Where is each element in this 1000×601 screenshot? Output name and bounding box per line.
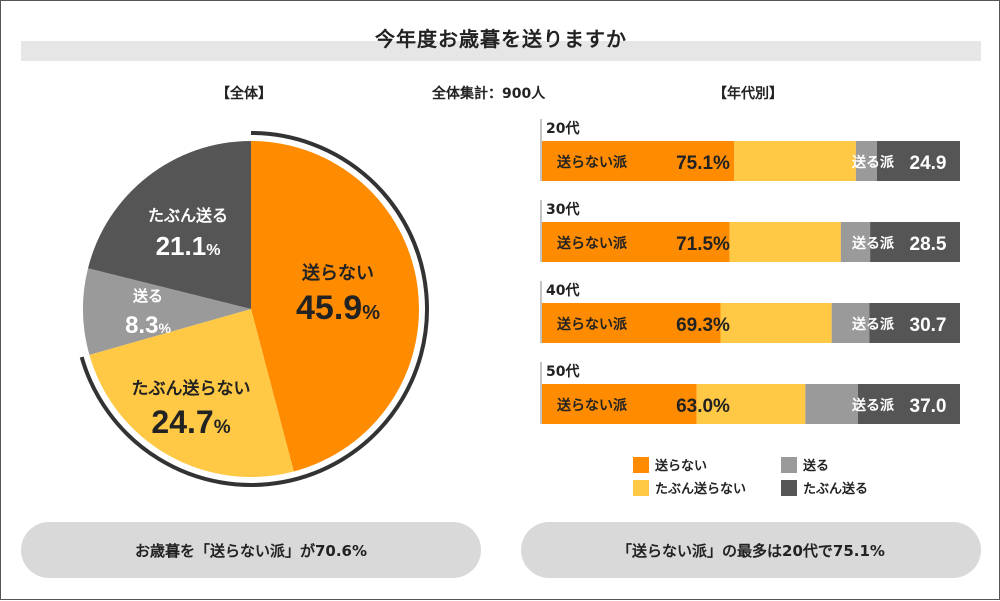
bar-segment-送らない — [542, 141, 735, 181]
pie-label-okuru: 送る — [132, 287, 163, 305]
bar-segment-送る — [805, 384, 859, 424]
legend-swatch-orange — [633, 456, 649, 473]
pie-value-tabun_okuru: 21.1% — [156, 231, 221, 261]
bar-segment-送る — [840, 222, 871, 262]
okuranai-ha-emphasis-arc — [79, 131, 429, 487]
pie-label-tabun_okuranai: たぶん送らない — [132, 378, 251, 399]
legend-label: 送る — [803, 459, 830, 474]
overall-header: 【全体】 — [216, 86, 272, 102]
okuranai-ha-value: 71.5% — [676, 234, 730, 255]
bar-segment-たぶん送る — [858, 384, 960, 424]
pie-label-okuranai: 送らない — [301, 262, 374, 284]
total-count-header: 全体集計：900人 — [432, 86, 546, 102]
legend-label: 送らない — [655, 459, 708, 474]
okuru-ha-label: 送る派 — [851, 235, 895, 252]
okuru-ha-value: 30.7 — [910, 315, 947, 336]
pie-value-okuru: 8.3% — [125, 312, 171, 339]
bar-segment-たぶん送らない — [720, 303, 832, 343]
okuru-ha-label: 送る派 — [851, 397, 895, 414]
bar-segment-たぶん送らない — [734, 141, 856, 181]
bar-segment-たぶん送らない — [729, 222, 841, 262]
legend-item-tabun-okuru: たぶん送る — [781, 478, 868, 497]
okuranai-ha-label: 送らない派 — [556, 154, 628, 171]
bar-segment-たぶん送る — [870, 222, 960, 262]
pie-slice-okuru — [82, 268, 251, 355]
okuranai-ha-value: 75.1% — [676, 153, 730, 174]
okuranai-ha-label: 送らない派 — [556, 316, 628, 333]
bar-segment-たぶん送る — [876, 141, 960, 181]
bar-segment-送らない — [542, 384, 697, 424]
pie-slice-okuranai — [251, 141, 419, 472]
bar-segment-送る — [831, 303, 870, 343]
bar-segment-送らない — [542, 222, 730, 262]
okuru-ha-value: 37.0 — [910, 396, 947, 417]
okuranai-ha-label: 送らない派 — [556, 397, 628, 414]
pie-slice-tabun_okuranai — [89, 309, 294, 477]
legend-label: たぶん送らない — [655, 482, 747, 497]
pie-label-tabun_okuru: たぶん送る — [148, 206, 228, 225]
bar-segment-送らない — [542, 303, 721, 343]
legend-swatch-gray — [781, 456, 797, 473]
age-label-3: 50代 — [546, 363, 579, 380]
legend-item-tabun-okuranai: たぶん送らない — [633, 478, 746, 497]
summary-pill-left: お歳暮を「送らない派」が70.6% — [21, 522, 481, 578]
bar-segment-送る — [855, 141, 877, 181]
summary-pill-right: 「送らない派」の最多は20代で75.1% — [521, 522, 981, 578]
legend-swatch-yellow — [633, 479, 649, 496]
bar-segment-たぶん送らない — [696, 384, 806, 424]
okuranai-ha-label: 送らない派 — [556, 235, 628, 252]
okuru-ha-value: 24.9 — [910, 153, 947, 174]
legend-item-okuranai: 送らない — [633, 455, 707, 474]
pie-value-tabun_okuranai: 24.7% — [151, 404, 230, 440]
legend-swatch-dark — [781, 479, 797, 496]
okuru-ha-label: 送る派 — [851, 316, 895, 333]
by-age-header: 【年代別】 — [713, 86, 783, 102]
okuru-ha-value: 28.5 — [910, 234, 947, 255]
bar-segment-たぶん送る — [869, 303, 960, 343]
title-bar — [21, 41, 981, 61]
okuranai-ha-value: 63.0% — [676, 396, 730, 417]
pie-slice-tabun_okuru — [88, 141, 251, 309]
okuranai-ha-value: 69.3% — [676, 315, 730, 336]
legend-item-okuru: 送る — [781, 455, 829, 474]
age-label-2: 40代 — [546, 282, 579, 299]
legend-label: たぶん送る — [803, 482, 869, 497]
age-label-0: 20代 — [546, 120, 579, 137]
pie-value-okuranai: 45.9% — [296, 289, 380, 327]
age-label-1: 30代 — [546, 201, 579, 218]
page-title: 今年度お歳暮を送りますか — [375, 27, 627, 51]
okuru-ha-label: 送る派 — [851, 154, 895, 171]
